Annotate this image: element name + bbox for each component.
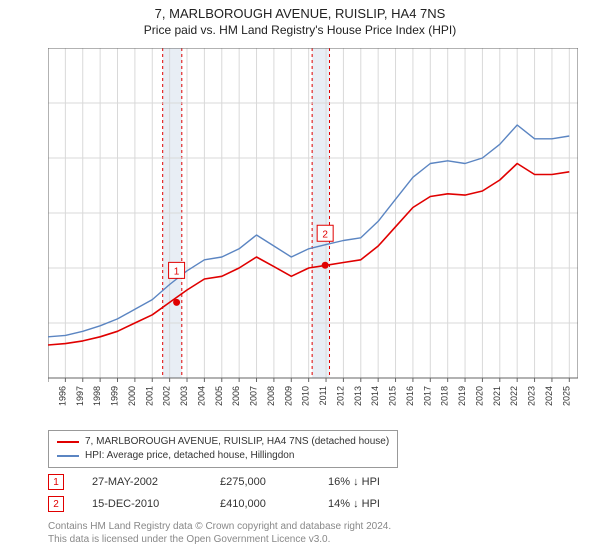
svg-text:2017: 2017 xyxy=(422,386,432,406)
svg-text:2018: 2018 xyxy=(440,386,450,406)
chart-subtitle: Price paid vs. HM Land Registry's House … xyxy=(0,23,600,37)
svg-text:2008: 2008 xyxy=(266,386,276,406)
svg-text:2019: 2019 xyxy=(457,386,467,406)
svg-text:2012: 2012 xyxy=(335,386,345,406)
sale-price: £410,000 xyxy=(220,498,300,510)
svg-text:1995: 1995 xyxy=(48,386,50,406)
footer-line: Contains HM Land Registry data © Crown c… xyxy=(48,520,391,533)
legend-label: HPI: Average price, detached house, Hill… xyxy=(85,449,294,463)
svg-text:2023: 2023 xyxy=(527,386,537,406)
svg-text:2021: 2021 xyxy=(492,386,502,406)
chart-container: 7, MARLBOROUGH AVENUE, RUISLIP, HA4 7NS … xyxy=(0,0,600,560)
svg-text:2007: 2007 xyxy=(249,386,259,406)
sales-table: 1 27-MAY-2002 £275,000 16% ↓ HPI 2 15-DE… xyxy=(48,474,418,518)
svg-text:2000: 2000 xyxy=(127,386,137,406)
sale-diff: 16% ↓ HPI xyxy=(328,476,418,488)
sale-date: 15-DEC-2010 xyxy=(92,498,192,510)
svg-text:2006: 2006 xyxy=(231,386,241,406)
sale-row: 2 15-DEC-2010 £410,000 14% ↓ HPI xyxy=(48,496,418,512)
sale-date: 27-MAY-2002 xyxy=(92,476,192,488)
svg-text:2003: 2003 xyxy=(179,386,189,406)
svg-text:1998: 1998 xyxy=(92,386,102,406)
sale-row: 1 27-MAY-2002 £275,000 16% ↓ HPI xyxy=(48,474,418,490)
line-chart-svg: £0£200K£400K£600K£800K£1M£1.2M1995199619… xyxy=(48,48,578,428)
svg-text:1996: 1996 xyxy=(57,386,67,406)
svg-text:2016: 2016 xyxy=(405,386,415,406)
svg-text:2013: 2013 xyxy=(353,386,363,406)
sale-price: £275,000 xyxy=(220,476,300,488)
footer-text: Contains HM Land Registry data © Crown c… xyxy=(48,520,391,546)
svg-text:2002: 2002 xyxy=(162,386,172,406)
legend-label: 7, MARLBOROUGH AVENUE, RUISLIP, HA4 7NS … xyxy=(85,435,389,449)
legend-row: 7, MARLBOROUGH AVENUE, RUISLIP, HA4 7NS … xyxy=(57,435,389,449)
svg-text:2004: 2004 xyxy=(196,386,206,406)
sale-marker-icon: 2 xyxy=(48,496,64,512)
svg-text:2022: 2022 xyxy=(509,386,519,406)
sale-marker-icon: 1 xyxy=(48,474,64,490)
svg-text:2025: 2025 xyxy=(561,386,571,406)
footer-line: This data is licensed under the Open Gov… xyxy=(48,533,391,546)
svg-text:2001: 2001 xyxy=(144,386,154,406)
svg-text:2010: 2010 xyxy=(301,386,311,406)
svg-text:2: 2 xyxy=(322,229,328,240)
svg-text:2024: 2024 xyxy=(544,386,554,406)
svg-text:1997: 1997 xyxy=(75,386,85,406)
chart-area: £0£200K£400K£600K£800K£1M£1.2M1995199619… xyxy=(48,48,578,378)
svg-text:1999: 1999 xyxy=(110,386,120,406)
legend-box: 7, MARLBOROUGH AVENUE, RUISLIP, HA4 7NS … xyxy=(48,430,398,468)
legend-row: HPI: Average price, detached house, Hill… xyxy=(57,449,389,463)
legend-swatch xyxy=(57,455,79,457)
svg-text:1: 1 xyxy=(174,266,180,277)
svg-text:2011: 2011 xyxy=(318,386,328,405)
chart-title: 7, MARLBOROUGH AVENUE, RUISLIP, HA4 7NS xyxy=(0,6,600,21)
svg-text:2015: 2015 xyxy=(388,386,398,406)
sale-diff: 14% ↓ HPI xyxy=(328,498,418,510)
title-block: 7, MARLBOROUGH AVENUE, RUISLIP, HA4 7NS … xyxy=(0,0,600,37)
svg-text:2009: 2009 xyxy=(283,386,293,406)
svg-text:2005: 2005 xyxy=(214,386,224,406)
svg-text:2014: 2014 xyxy=(370,386,380,406)
svg-text:2020: 2020 xyxy=(474,386,484,406)
legend-swatch xyxy=(57,441,79,443)
